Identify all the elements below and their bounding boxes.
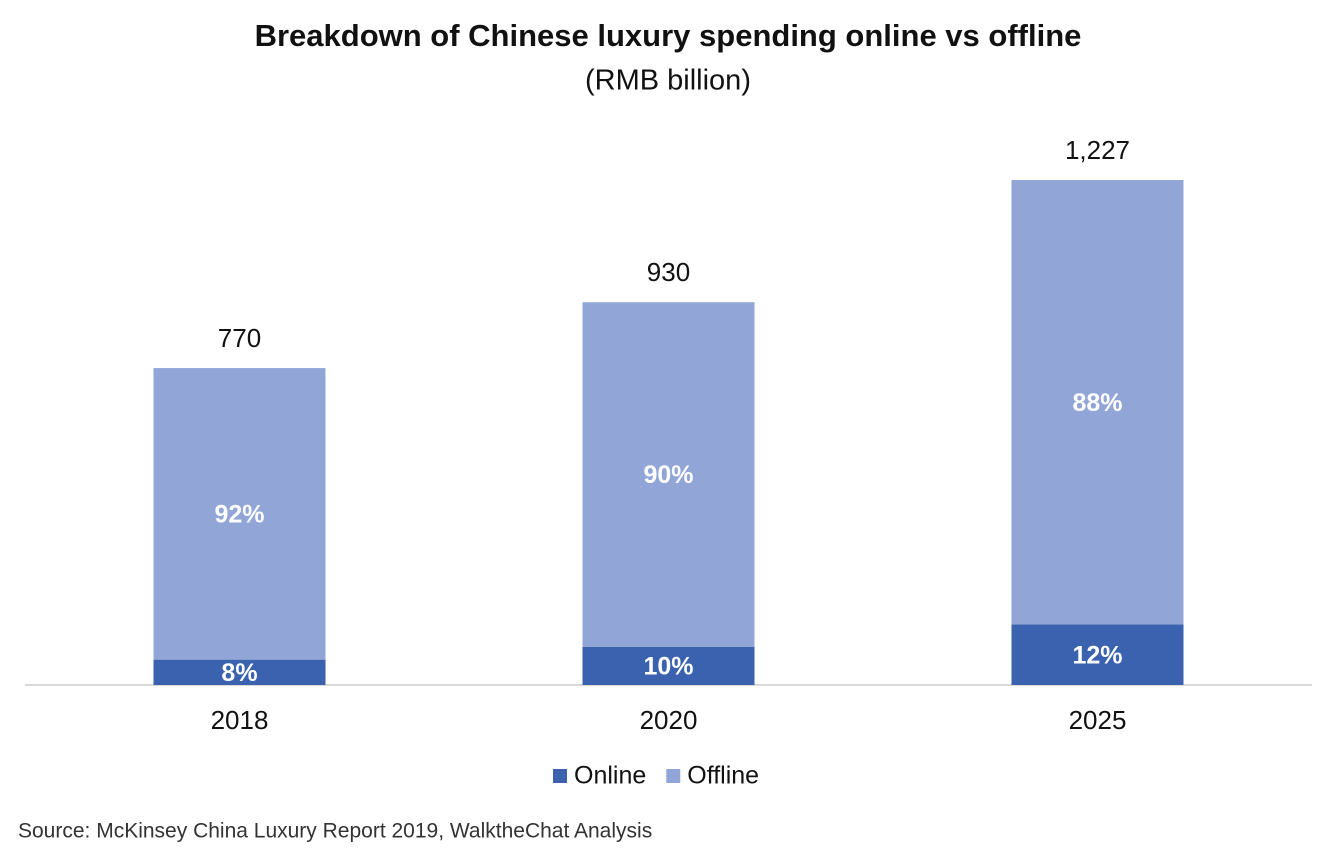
x-tick-label: 2018 bbox=[211, 705, 269, 735]
x-tick-label: 2020 bbox=[640, 705, 698, 735]
segment-label: 8% bbox=[221, 659, 257, 687]
chart-subtitle: (RMB billion) bbox=[585, 65, 751, 97]
segment-label: 90% bbox=[643, 461, 693, 489]
legend-swatch bbox=[553, 769, 567, 783]
bar-segment bbox=[1011, 180, 1184, 625]
legend-label: Offline bbox=[687, 762, 759, 790]
total-label: 770 bbox=[218, 323, 261, 353]
bar-segment bbox=[582, 646, 755, 685]
chart-title: Breakdown of Chinese luxury spending onl… bbox=[255, 18, 1082, 53]
total-label: 930 bbox=[647, 257, 690, 287]
bar-segment bbox=[153, 368, 326, 660]
segment-label: 12% bbox=[1072, 641, 1122, 669]
x-tick-label: 2025 bbox=[1069, 705, 1127, 735]
total-label: 1,227 bbox=[1065, 135, 1130, 165]
source-note: Source: McKinsey China Luxury Report 201… bbox=[18, 820, 652, 843]
bar-segment bbox=[1011, 624, 1184, 685]
segment-label: 92% bbox=[214, 500, 264, 528]
bar-segment bbox=[153, 659, 326, 685]
bar-segment bbox=[582, 302, 755, 647]
segment-label: 88% bbox=[1072, 389, 1122, 417]
legend-swatch bbox=[666, 769, 681, 783]
legend-label: Online bbox=[574, 762, 646, 790]
segment-label: 10% bbox=[643, 652, 693, 680]
